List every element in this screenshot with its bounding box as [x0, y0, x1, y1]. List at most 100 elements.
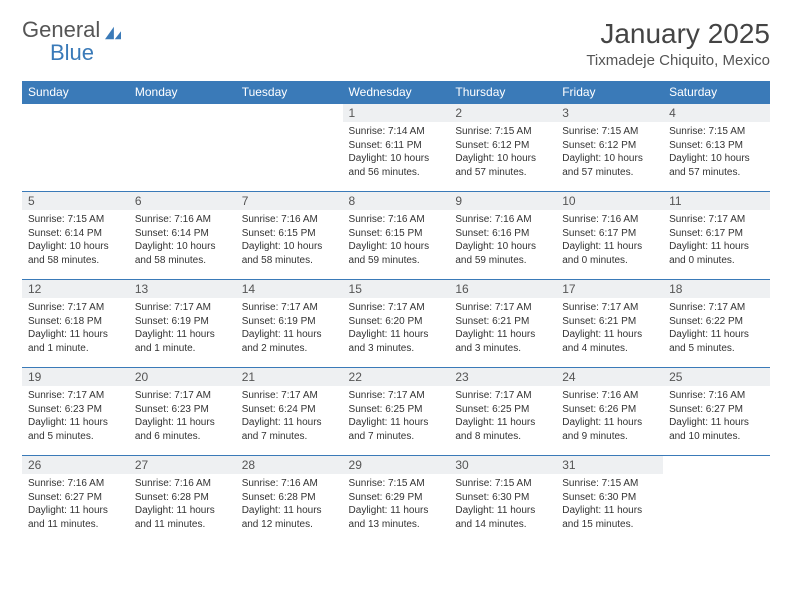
day-number: 11 [663, 192, 770, 210]
daylight-text: Daylight: 11 hours and 8 minutes. [455, 416, 550, 443]
sunrise-text: Sunrise: 7:15 AM [562, 125, 657, 139]
daylight-text: Daylight: 10 hours and 56 minutes. [349, 152, 444, 179]
sunrise-text: Sunrise: 7:16 AM [455, 213, 550, 227]
sunset-text: Sunset: 6:20 PM [349, 315, 444, 329]
day-details: Sunrise: 7:17 AMSunset: 6:23 PMDaylight:… [129, 386, 236, 447]
day-number: 28 [236, 456, 343, 474]
day-number [22, 104, 129, 122]
daylight-text: Daylight: 11 hours and 7 minutes. [242, 416, 337, 443]
day-details: Sunrise: 7:17 AMSunset: 6:24 PMDaylight:… [236, 386, 343, 447]
sunset-text: Sunset: 6:28 PM [135, 491, 230, 505]
sunset-text: Sunset: 6:12 PM [562, 139, 657, 153]
sunset-text: Sunset: 6:19 PM [242, 315, 337, 329]
day-number: 8 [343, 192, 450, 210]
day-header: Saturday [663, 81, 770, 104]
sunrise-text: Sunrise: 7:17 AM [135, 389, 230, 403]
calendar-cell: 6Sunrise: 7:16 AMSunset: 6:14 PMDaylight… [129, 192, 236, 280]
sunset-text: Sunset: 6:15 PM [349, 227, 444, 241]
day-details: Sunrise: 7:17 AMSunset: 6:19 PMDaylight:… [129, 298, 236, 359]
calendar-cell: 17Sunrise: 7:17 AMSunset: 6:21 PMDayligh… [556, 280, 663, 368]
sunset-text: Sunset: 6:21 PM [455, 315, 550, 329]
daylight-text: Daylight: 11 hours and 2 minutes. [242, 328, 337, 355]
daylight-text: Daylight: 11 hours and 5 minutes. [28, 416, 123, 443]
daylight-text: Daylight: 11 hours and 15 minutes. [562, 504, 657, 531]
sunrise-text: Sunrise: 7:14 AM [349, 125, 444, 139]
calendar-cell [663, 456, 770, 544]
day-number: 1 [343, 104, 450, 122]
daylight-text: Daylight: 11 hours and 5 minutes. [669, 328, 764, 355]
day-details: Sunrise: 7:17 AMSunset: 6:21 PMDaylight:… [449, 298, 556, 359]
day-details: Sunrise: 7:15 AMSunset: 6:30 PMDaylight:… [449, 474, 556, 535]
day-details: Sunrise: 7:16 AMSunset: 6:16 PMDaylight:… [449, 210, 556, 271]
location: Tixmadeje Chiquito, Mexico [586, 52, 770, 69]
daylight-text: Daylight: 11 hours and 11 minutes. [28, 504, 123, 531]
calendar-cell: 21Sunrise: 7:17 AMSunset: 6:24 PMDayligh… [236, 368, 343, 456]
day-number: 23 [449, 368, 556, 386]
sunset-text: Sunset: 6:30 PM [455, 491, 550, 505]
logo: GeneralBlue [22, 18, 123, 64]
logo-sail-icon [103, 25, 123, 41]
day-details: Sunrise: 7:17 AMSunset: 6:25 PMDaylight:… [343, 386, 450, 447]
sunset-text: Sunset: 6:18 PM [28, 315, 123, 329]
calendar-cell: 14Sunrise: 7:17 AMSunset: 6:19 PMDayligh… [236, 280, 343, 368]
day-number: 29 [343, 456, 450, 474]
sunrise-text: Sunrise: 7:16 AM [242, 213, 337, 227]
sunset-text: Sunset: 6:14 PM [135, 227, 230, 241]
day-number: 3 [556, 104, 663, 122]
day-details: Sunrise: 7:16 AMSunset: 6:17 PMDaylight:… [556, 210, 663, 271]
day-number: 27 [129, 456, 236, 474]
sunset-text: Sunset: 6:27 PM [669, 403, 764, 417]
sunrise-text: Sunrise: 7:15 AM [562, 477, 657, 491]
daylight-text: Daylight: 10 hours and 59 minutes. [455, 240, 550, 267]
sunrise-text: Sunrise: 7:17 AM [349, 301, 444, 315]
sunrise-text: Sunrise: 7:15 AM [455, 125, 550, 139]
day-number: 5 [22, 192, 129, 210]
calendar-week: 26Sunrise: 7:16 AMSunset: 6:27 PMDayligh… [22, 456, 770, 544]
calendar-cell: 27Sunrise: 7:16 AMSunset: 6:28 PMDayligh… [129, 456, 236, 544]
sunrise-text: Sunrise: 7:16 AM [562, 213, 657, 227]
day-header: Tuesday [236, 81, 343, 104]
day-number [663, 456, 770, 474]
day-details: Sunrise: 7:17 AMSunset: 6:19 PMDaylight:… [236, 298, 343, 359]
day-number: 22 [343, 368, 450, 386]
day-number [236, 104, 343, 122]
day-details: Sunrise: 7:16 AMSunset: 6:27 PMDaylight:… [663, 386, 770, 447]
day-number: 13 [129, 280, 236, 298]
daylight-text: Daylight: 10 hours and 59 minutes. [349, 240, 444, 267]
calendar-cell: 7Sunrise: 7:16 AMSunset: 6:15 PMDaylight… [236, 192, 343, 280]
daylight-text: Daylight: 11 hours and 6 minutes. [135, 416, 230, 443]
sunset-text: Sunset: 6:16 PM [455, 227, 550, 241]
calendar-week: 1Sunrise: 7:14 AMSunset: 6:11 PMDaylight… [22, 104, 770, 192]
day-header: Friday [556, 81, 663, 104]
calendar-cell: 23Sunrise: 7:17 AMSunset: 6:25 PMDayligh… [449, 368, 556, 456]
header: GeneralBlue January 2025 Tixmadeje Chiqu… [22, 18, 770, 69]
calendar-cell: 31Sunrise: 7:15 AMSunset: 6:30 PMDayligh… [556, 456, 663, 544]
day-details: Sunrise: 7:17 AMSunset: 6:18 PMDaylight:… [22, 298, 129, 359]
day-details: Sunrise: 7:17 AMSunset: 6:17 PMDaylight:… [663, 210, 770, 271]
day-details: Sunrise: 7:15 AMSunset: 6:29 PMDaylight:… [343, 474, 450, 535]
sunrise-text: Sunrise: 7:17 AM [242, 301, 337, 315]
daylight-text: Daylight: 10 hours and 57 minutes. [562, 152, 657, 179]
sunrise-text: Sunrise: 7:17 AM [135, 301, 230, 315]
calendar-cell [236, 104, 343, 192]
sunrise-text: Sunrise: 7:16 AM [135, 213, 230, 227]
day-number: 6 [129, 192, 236, 210]
sunset-text: Sunset: 6:28 PM [242, 491, 337, 505]
calendar-cell: 28Sunrise: 7:16 AMSunset: 6:28 PMDayligh… [236, 456, 343, 544]
sunrise-text: Sunrise: 7:16 AM [669, 389, 764, 403]
day-header: Thursday [449, 81, 556, 104]
daylight-text: Daylight: 11 hours and 0 minutes. [669, 240, 764, 267]
day-number: 14 [236, 280, 343, 298]
sunrise-text: Sunrise: 7:17 AM [562, 301, 657, 315]
daylight-text: Daylight: 11 hours and 11 minutes. [135, 504, 230, 531]
day-header: Monday [129, 81, 236, 104]
calendar-cell: 30Sunrise: 7:15 AMSunset: 6:30 PMDayligh… [449, 456, 556, 544]
day-number: 30 [449, 456, 556, 474]
day-header: Sunday [22, 81, 129, 104]
daylight-text: Daylight: 10 hours and 58 minutes. [242, 240, 337, 267]
day-number: 26 [22, 456, 129, 474]
calendar-cell: 1Sunrise: 7:14 AMSunset: 6:11 PMDaylight… [343, 104, 450, 192]
day-header-row: Sunday Monday Tuesday Wednesday Thursday… [22, 81, 770, 104]
daylight-text: Daylight: 11 hours and 13 minutes. [349, 504, 444, 531]
day-details: Sunrise: 7:17 AMSunset: 6:21 PMDaylight:… [556, 298, 663, 359]
